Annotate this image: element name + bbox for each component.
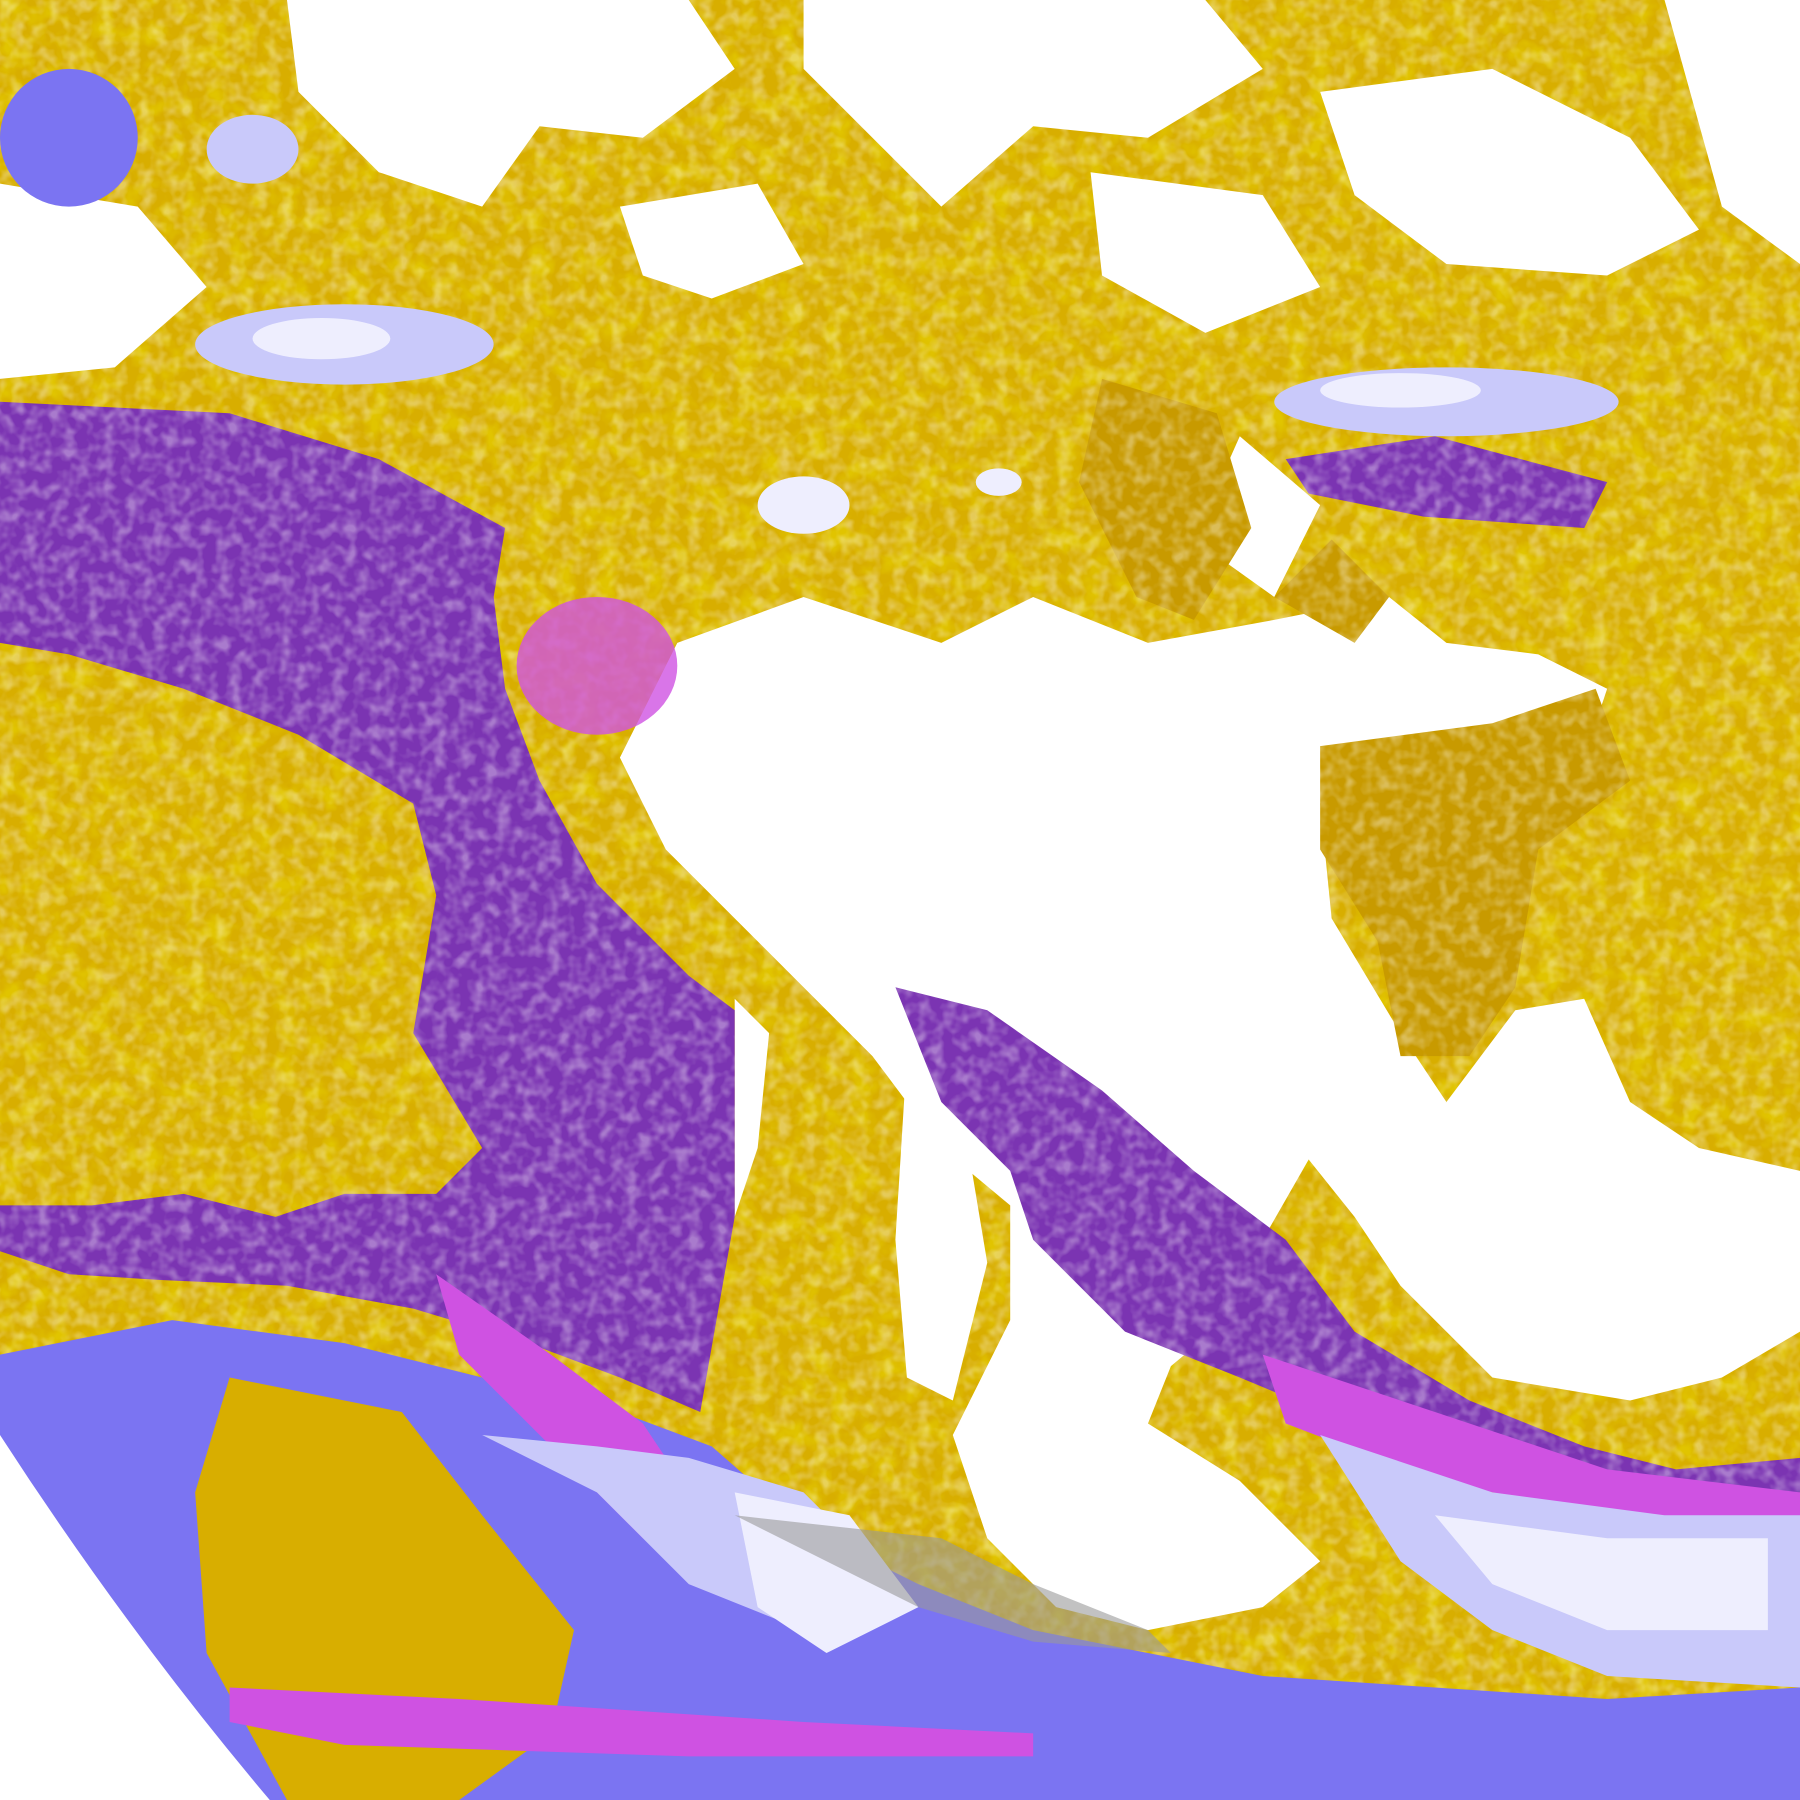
frontal-band-south	[0, 1274, 1800, 1800]
off-disc-area	[0, 1434, 270, 1800]
convective-clouds-north	[0, 68, 1619, 735]
